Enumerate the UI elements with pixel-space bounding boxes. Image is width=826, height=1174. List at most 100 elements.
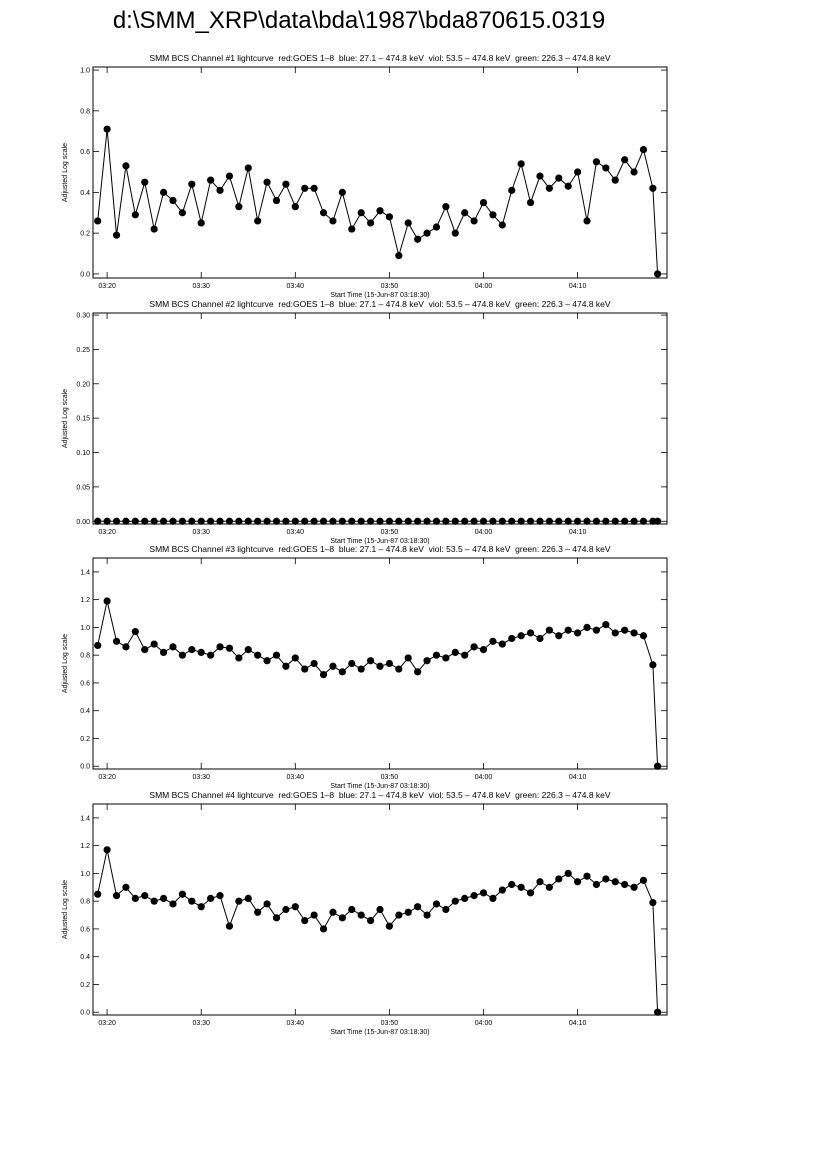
data-point [574,629,582,637]
y-tick-label: 0.0 [80,764,90,771]
data-point [545,626,553,634]
data-point [159,517,168,525]
data-point [639,517,648,525]
data-point [574,878,582,886]
data-point [112,517,121,525]
data-point [348,905,356,914]
data-point [508,186,516,194]
data-point [319,925,328,933]
data-point [319,671,328,679]
data-point [348,517,356,525]
data-point [225,172,234,180]
data-point [630,629,638,637]
data-point [282,662,290,670]
data-point [555,174,563,182]
data-point [376,905,384,914]
data-point [122,517,130,525]
data-point [112,231,121,239]
x-tick-label: 03:20 [98,529,116,536]
data-point [404,517,412,525]
data-point [216,517,224,525]
data-point [366,657,375,665]
data-point [301,184,309,192]
data-point [395,251,403,260]
data-point [653,517,662,525]
data-point [451,517,459,525]
data-point [254,651,262,659]
data-point [536,517,544,525]
data-point [207,894,215,902]
y-axis-label: Adjusted Log scale [62,143,69,202]
y-tick-label: 1.4 [80,815,90,822]
data-point [395,665,403,673]
data-point [630,168,638,176]
y-tick-label: 1.4 [80,569,90,576]
data-point [461,894,469,902]
data-point [376,207,384,215]
data-point [338,517,346,525]
data-point [197,903,205,911]
data-point [649,184,657,192]
x-tick-label: 03:40 [287,283,305,290]
data-point [479,517,488,525]
data-point [197,517,205,525]
y-tick-label: 0.30 [76,313,90,320]
data-point [526,517,535,525]
data-point [536,634,544,643]
data-point [254,908,262,916]
data-point [479,198,488,207]
data-point [414,903,422,911]
data-point [150,640,158,648]
data-point [329,908,337,916]
x-tick-label: 04:10 [569,774,587,781]
y-tick-label: 0.8 [80,899,90,906]
data-point [611,517,619,525]
x-tick-label: 04:10 [569,283,587,290]
data-point [291,203,299,211]
data-point [621,626,629,634]
data-point [442,654,450,662]
data-point [338,668,346,676]
data-point [602,517,610,525]
data-point [357,209,365,217]
data-point [470,217,478,225]
data-point [653,270,662,278]
data-point [122,883,130,891]
data-point [385,213,394,221]
y-tick-label: 0.2 [80,982,90,989]
data-point [639,145,648,154]
data-point [244,646,252,654]
data-point [178,651,186,659]
x-tick-label: 04:10 [569,529,587,536]
data-point [498,886,506,894]
x-tick-label: 04:00 [475,283,493,290]
data-point [602,164,610,172]
data-point [526,889,535,897]
data-point [112,637,121,645]
data-point [141,517,149,525]
data-point [291,654,299,662]
data-point [385,659,394,668]
data-point [112,892,121,900]
plot-frame [92,557,668,770]
data-point [630,517,638,525]
data-point [357,911,365,919]
y-tick-label: 0.4 [80,708,90,715]
data-point [592,880,601,889]
data-point [178,517,186,525]
x-tick-label: 03:40 [287,1020,305,1027]
chart-title: SMM BCS Channel #3 lightcurve red:GOES 1… [149,544,611,554]
data-point [470,643,478,651]
y-tick-label: 0.00 [76,519,90,526]
data-point [329,217,337,225]
data-point [150,517,158,525]
data-point [310,911,318,919]
y-tick-label: 0.25 [76,347,90,354]
x-tick-label: 03:40 [287,774,305,781]
data-point [574,168,582,176]
data-point [244,164,252,172]
data-point [131,627,139,636]
data-point [517,160,525,168]
data-point [235,517,243,525]
data-point [564,182,572,190]
